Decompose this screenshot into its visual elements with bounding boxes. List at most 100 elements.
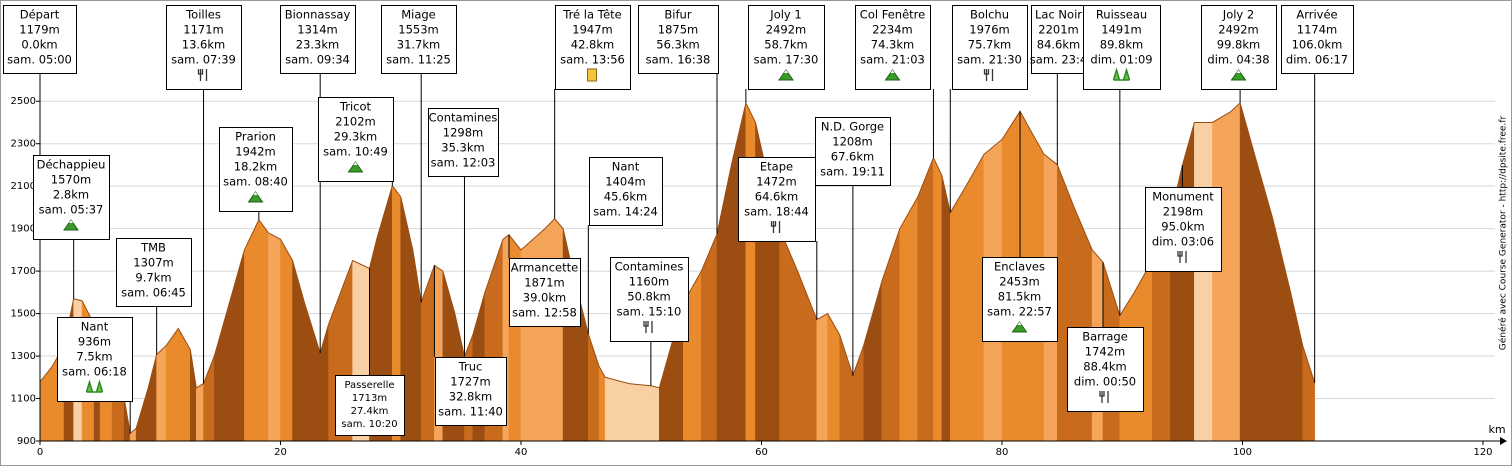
waypoint-time: sam. 06:45 (121, 286, 186, 300)
waypoint-time: sam. 08:40 (223, 175, 288, 189)
waypoint-km-label: 56.3km (656, 38, 699, 52)
waypoint-elevation-label: 1875m (658, 23, 698, 37)
profile-segment (1212, 111, 1231, 442)
waypoint-elevation-label: 1570m (51, 173, 91, 187)
waypoint-km-label: 106.0km (1292, 38, 1343, 52)
waypoint-time: sam. 23:4 (1030, 53, 1087, 67)
waypoint-time: sam. 15:10 (617, 305, 682, 319)
waypoint-time: sam. 19:11 (820, 165, 885, 179)
waypoint: Passerelle 1713m 27.4km sam. 10:20 (335, 375, 405, 436)
waypoint-box (952, 5, 1028, 90)
waypoint-time: dim. 04:38 (1207, 53, 1269, 67)
waypoint-name: Barrage (1082, 330, 1128, 344)
waypoint-name: Monument (1152, 190, 1214, 204)
summit-icon (884, 69, 901, 81)
x-tick-label: 60 (755, 447, 768, 458)
waypoint-elevation-label: 1160m (629, 275, 669, 289)
waypoint-elevation-label: 1553m (398, 23, 438, 37)
x-tick-label: 100 (1233, 447, 1252, 458)
waypoint-name: Contamines (615, 260, 684, 274)
waypoint-box (610, 257, 689, 342)
waypoint-name: Ruisseau (1096, 8, 1147, 22)
waypoint-elevation-label: 1314m (297, 23, 337, 37)
waypoint-box (3, 5, 77, 74)
waypoint-box (1067, 327, 1144, 412)
summit-snow (784, 70, 788, 73)
waypoint-name: Nant (81, 320, 109, 334)
waypoint-km-label: 31.7km (397, 38, 440, 52)
waypoint-km-label: 89.8km (1100, 38, 1143, 52)
waypoint-km-label: 32.8km (449, 390, 492, 404)
waypoint-box (1145, 187, 1222, 272)
waypoint-box (381, 5, 457, 74)
profile-segment (965, 153, 985, 442)
waypoint-time: sam. 10:20 (341, 419, 397, 430)
summit-snow (353, 162, 358, 165)
waypoint-box (335, 375, 405, 436)
waypoint-time: sam. 16:38 (646, 53, 711, 67)
x-tick-label: 120 (1473, 447, 1492, 458)
waypoint-km-label: 7.5km (76, 350, 112, 364)
waypoint-time: sam. 18:44 (744, 205, 809, 219)
waypoint-time: sam. 10:49 (323, 145, 388, 159)
drink-icon (587, 68, 597, 82)
waypoint-box (280, 5, 356, 74)
waypoint-box (57, 317, 133, 402)
waypoint-name: Bifur (664, 8, 691, 22)
x-arrow (1500, 437, 1507, 445)
profile-segment (1194, 122, 1213, 442)
food-icon (770, 221, 781, 233)
profile-segment (650, 385, 660, 442)
waypoint-elevation-label: 1976m (969, 23, 1009, 37)
y-tick-label: 2300 (11, 139, 36, 150)
waypoint-name: Joly 1 (769, 8, 801, 22)
x-axis-label: km (1488, 423, 1505, 436)
waypoint-time: sam. 09:34 (285, 53, 350, 67)
waypoint-time: sam. 12:03 (431, 156, 496, 170)
waypoint-time: sam. 17:30 (754, 53, 819, 67)
waypoint-km-label: 39.0km (523, 291, 566, 305)
waypoint-km-label: 42.8km (571, 38, 614, 52)
waypoint-box (589, 157, 663, 226)
waypoint-km-label: 81.5km (998, 290, 1041, 304)
waypoint-time: sam. 21:03 (860, 53, 925, 67)
waypoint-box (815, 117, 891, 186)
waypoint-time: sam. 05:00 (7, 53, 72, 67)
waypoint-time: sam. 22:57 (987, 305, 1052, 319)
x-tick-label: 80 (996, 447, 1009, 458)
summit-snow (253, 192, 258, 195)
waypoint-km-label: 0.0km (21, 38, 57, 52)
summit-snow (1236, 70, 1241, 73)
waypoint-time: sam. 06:18 (62, 365, 127, 379)
waypoint-name: Armancette (511, 261, 578, 275)
waypoint-time: dim. 00:50 (1074, 375, 1136, 389)
waypoint-time: dim. 06:17 (1286, 53, 1348, 67)
waypoint-km-label: 84.6km (1037, 38, 1080, 52)
waypoint-elevation-label: 1472m (756, 175, 796, 189)
waypoint-elevation-label: 2201m (1038, 23, 1078, 37)
waypoint-elevation-label: 2492m (766, 23, 806, 37)
waypoint-km-label: 18.2km (234, 160, 277, 174)
profile-segment (933, 157, 943, 442)
waypoint-name: Passerelle (344, 380, 394, 391)
waypoint-time: sam. 13:56 (560, 53, 625, 67)
waypoint-name: Col Fenêtre (860, 8, 925, 22)
waypoint-name: Lac Noir (1035, 8, 1082, 22)
food-icon (983, 69, 994, 81)
waypoint-time: sam. 11:25 (386, 53, 451, 67)
waypoint-time: sam. 21:30 (957, 53, 1022, 67)
waypoint-box (1031, 5, 1087, 74)
waypoint-name: Joly 2 (1222, 8, 1254, 22)
waypoint-name: Arrivée (1296, 8, 1337, 22)
waypoint-name: Départ (20, 8, 60, 22)
waypoint-km-label: 58.7km (764, 38, 807, 52)
